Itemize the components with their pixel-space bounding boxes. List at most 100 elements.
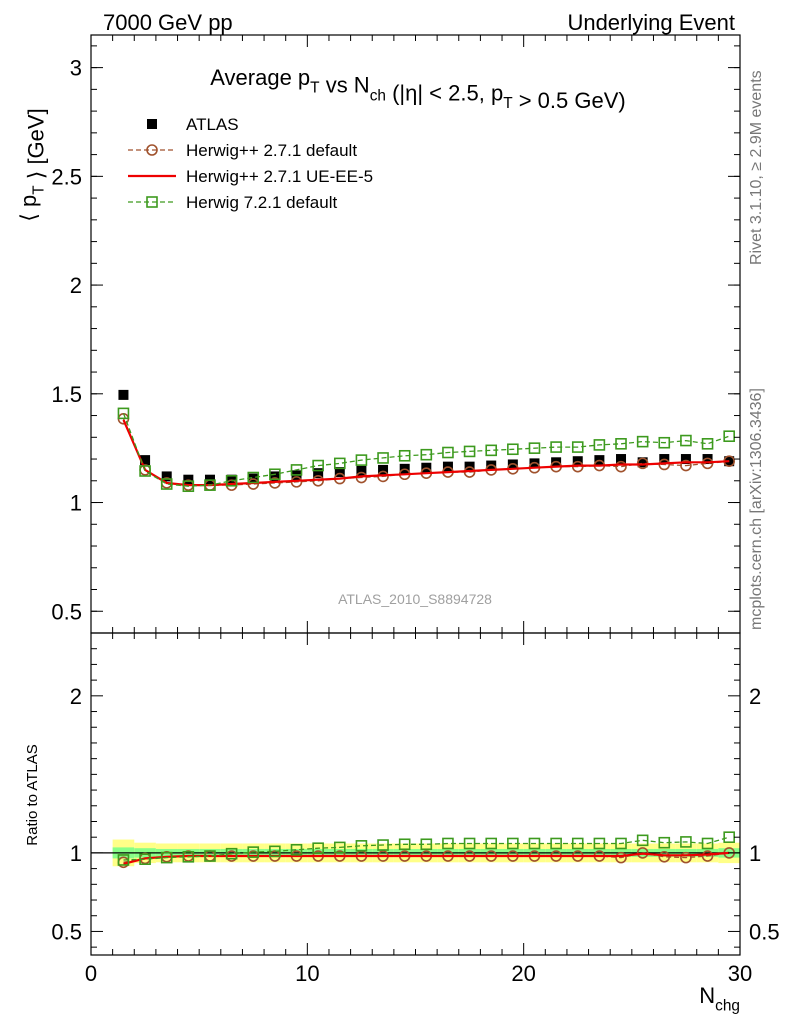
ratio-plot-layer (117, 831, 735, 869)
main-y-tick-label: 3 (70, 56, 82, 81)
ratio-point (182, 851, 195, 863)
header-left: 7000 GeV pp (103, 10, 233, 35)
main-point (160, 478, 173, 490)
main-point (723, 430, 735, 443)
legend-item: ATLAS (147, 115, 239, 134)
main-point (680, 454, 691, 465)
ratio-point (269, 845, 281, 858)
main-point (139, 465, 151, 477)
ratio-point (398, 838, 411, 851)
main-point (118, 389, 129, 400)
ratio-y-tick-label: 0.5 (51, 919, 82, 944)
main-point (636, 435, 649, 448)
chart-title: Average pT vs Nch (|η| < 2.5, pT > 0.5 G… (210, 65, 625, 113)
ratio-point (723, 831, 735, 843)
ratio-y-tick-label-right: 2 (749, 684, 761, 709)
ratio-point (442, 837, 454, 850)
main-point (140, 455, 151, 466)
ratio-x-axis-label: Nchg (699, 983, 740, 1015)
watermark-layer: ATLAS_2010_S8894728 (338, 591, 492, 607)
legend-label: Herwig 7.2.1 default (186, 193, 337, 212)
main-point (420, 448, 433, 461)
ratio-y-axis-label: Ratio to ATLAS (24, 744, 41, 845)
main-point (356, 465, 367, 476)
main-point (680, 434, 692, 447)
ratio-x-tick-label: 10 (295, 961, 319, 986)
ratio-point (247, 846, 260, 858)
ratio-point (290, 843, 303, 856)
main-y-tick-label: 2 (70, 273, 82, 298)
main-point (290, 464, 303, 476)
main-point (355, 454, 368, 466)
ratio-frame-layer: 0 10 20 30 0.5 1 2 0.5 1 2 Ratio to ATLAS Nchg (24, 632, 780, 1015)
ratio-point (571, 837, 584, 850)
main-point (313, 468, 324, 479)
main-series (117, 407, 735, 493)
ratio-point (139, 853, 151, 865)
legend-label: Herwig++ 2.7.1 default (186, 141, 357, 160)
main-point (593, 439, 606, 451)
ratio-point (377, 839, 389, 851)
main-point (442, 446, 454, 459)
ratio-point (701, 850, 714, 862)
main-point (528, 442, 541, 454)
legend-item: Herwig++ 2.7.1 UE-EE-5 (128, 167, 373, 186)
main-point (247, 471, 260, 484)
main-point (507, 443, 519, 456)
ratio-point (680, 836, 692, 848)
main-point (571, 441, 584, 453)
ratio-point (615, 837, 627, 850)
ratio-point (463, 837, 476, 850)
main-point (161, 471, 172, 482)
main-point (204, 479, 216, 491)
ratio-point (355, 840, 368, 852)
main-point (377, 452, 389, 464)
main-point (680, 459, 692, 472)
main-point (117, 407, 130, 420)
main-point (637, 457, 648, 468)
main-point (615, 460, 627, 473)
main-line (122, 419, 730, 487)
main-y-axis-label: ⟨ pT ⟩ [GeV] (16, 108, 49, 221)
ratio-point (593, 837, 606, 850)
ratio-point (680, 851, 692, 864)
legend-item: Herwig 7.2.1 default (128, 193, 337, 212)
ratio-point (507, 837, 519, 850)
main-point (616, 454, 627, 465)
main-point (269, 471, 280, 482)
main-point (333, 457, 346, 470)
main-point (463, 445, 476, 458)
main-plot-layer (117, 389, 735, 493)
main-point (334, 467, 345, 478)
ratio-frame (90, 632, 741, 956)
main-point (615, 438, 627, 450)
ratio-point (160, 851, 173, 864)
ratio-point (658, 851, 671, 863)
ratio-x-tick-label: 20 (511, 961, 535, 986)
main-point (182, 480, 195, 493)
ratio-y-tick-label-right: 1 (749, 841, 761, 866)
legend-marker (146, 196, 158, 208)
main-point (225, 474, 238, 487)
ratio-series (117, 831, 735, 866)
main-y-tick-label: 2.5 (51, 164, 82, 189)
main-point (485, 444, 498, 457)
legend-item: Herwig++ 2.7.1 default (128, 141, 357, 160)
ratio-point (333, 841, 346, 854)
ratio-line (123, 851, 730, 865)
ratio-y-tick-label-right: 0.5 (749, 919, 780, 944)
ratio-point (636, 847, 649, 859)
ratio-series (123, 851, 730, 865)
main-title-layer: Average pT vs Nch (|η| < 2.5, pT > 0.5 G… (210, 65, 625, 113)
main-point (658, 436, 671, 449)
ratio-point (701, 837, 714, 850)
main-line (122, 413, 730, 487)
legend-label: ATLAS (186, 115, 239, 134)
legend-marker (147, 119, 157, 129)
ratio-point (485, 837, 498, 850)
ratio-point (615, 851, 627, 864)
ratio-line (123, 836, 730, 861)
ratio-y-tick-label: 2 (70, 684, 82, 709)
legend: ATLAS Herwig++ 2.7.1 default Herwig++ 2.7.… (128, 115, 373, 212)
